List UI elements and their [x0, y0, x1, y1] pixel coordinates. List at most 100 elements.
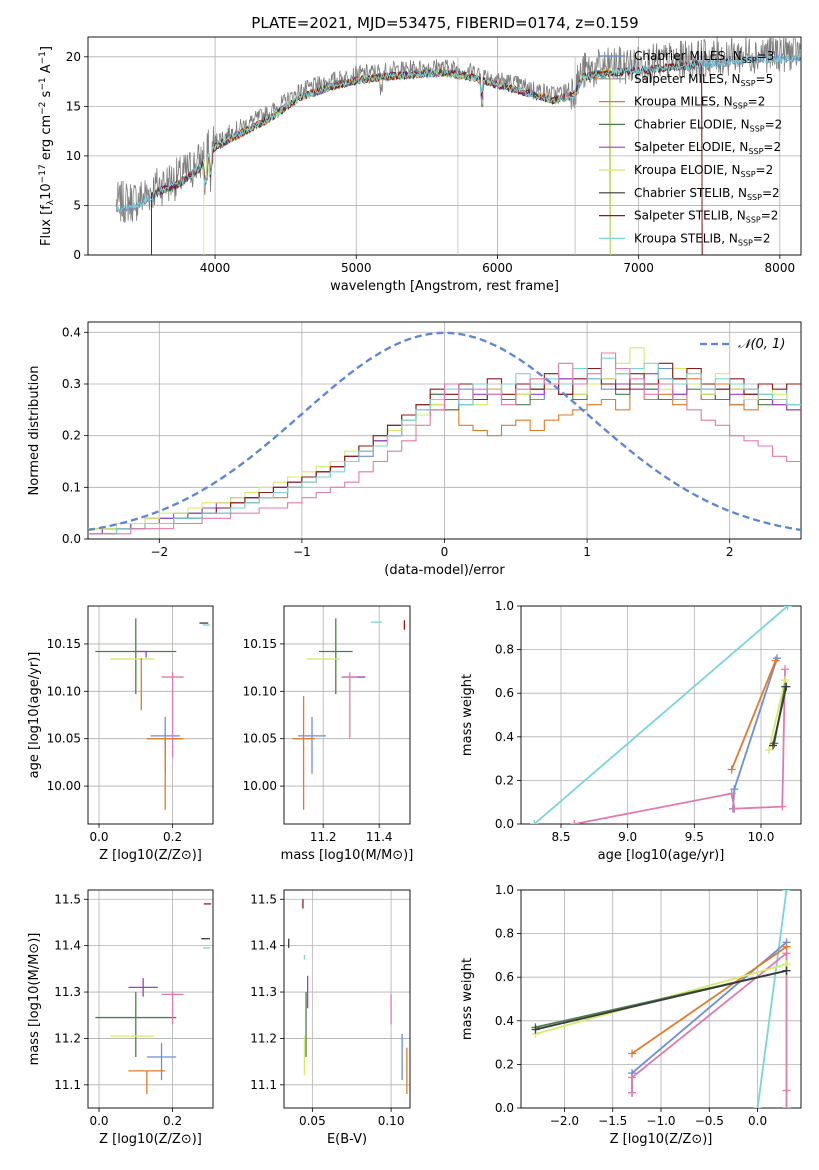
- weight-point-marker: [727, 765, 736, 774]
- y-axis-label: age [log10(age/yr)]: [27, 652, 42, 779]
- x-tick-label: 9.0: [618, 830, 637, 844]
- y-tick-label: 0.4: [62, 325, 81, 339]
- legend-sub: SSP: [742, 56, 757, 65]
- x-tick-label: 0.2: [163, 830, 182, 844]
- weight-point-marker: [730, 804, 739, 813]
- legend-sub: SSP: [746, 216, 761, 225]
- x-tick-label: 5000: [341, 261, 372, 275]
- y-axis-label-part: erg cm: [39, 115, 54, 164]
- x-axis-label: Z [log10(Z/Z⊙)]: [99, 848, 202, 863]
- x-tick-label: 0: [441, 545, 449, 559]
- y-tick-label: 0.0: [62, 532, 81, 546]
- weight-line: [535, 969, 787, 1031]
- weight-line: [756, 890, 788, 1108]
- weight-line: [631, 945, 788, 1055]
- y-tick-label: 11.4: [54, 939, 81, 953]
- weight-point-marker: [782, 1104, 791, 1108]
- legend-entry: Chabrier STELIB, NSSP=2: [634, 186, 780, 202]
- legend-tail: =2: [748, 95, 766, 109]
- y-tick-label: 1.0: [495, 599, 514, 613]
- point-marker: [137, 650, 147, 658]
- errorbar-point: [95, 618, 177, 695]
- x-tick-label: 11.2: [310, 830, 337, 844]
- legend-sub: SSP: [750, 124, 765, 133]
- axes-frame: [87, 605, 214, 825]
- weight-line: [732, 658, 778, 809]
- weight-series: [727, 656, 780, 774]
- x-tick-label: 8.5: [551, 830, 570, 844]
- legend-tail: =2: [761, 209, 779, 223]
- grid: [88, 606, 213, 824]
- y-tick-label: 0.8: [495, 643, 514, 657]
- panel-residuals: −2 −1 0 1 2 0.0 0.1 0.2 0.3 0.4 (data-model)/error…: [27, 321, 802, 578]
- weight-point-marker: [727, 789, 736, 798]
- x-axis-label: (data-model)/error: [384, 563, 505, 578]
- weight-point-marker: [628, 1073, 637, 1082]
- y-tick-label: 11.4: [250, 939, 277, 953]
- weight-point-marker: [531, 1025, 540, 1034]
- normal-distribution-curve: [88, 331, 801, 532]
- legend-entry: 𝒩(0, 1): [738, 337, 785, 352]
- y-tick-label: 10: [66, 149, 81, 163]
- legend-label: Salpeter STELIB, N: [634, 209, 746, 223]
- y-tick-label: 0.2: [495, 773, 514, 787]
- y-tick-label: 10.10: [47, 684, 81, 698]
- legend-label: Salpeter MILES, N: [634, 72, 741, 86]
- panel-mass_vs_Z: 0.0 0.2 11.1 11.2 11.3 11.4 11.5 Z [log10(Z/Z⊙)…: [27, 889, 214, 1147]
- legend-label: Kroupa ELODIE, N: [634, 163, 741, 177]
- x-tick-label: −1.5: [598, 1114, 627, 1128]
- errorbar-point: [161, 992, 184, 1025]
- x-tick-label: −0.5: [695, 1114, 724, 1128]
- legend-label: Kroupa STELIB, N: [634, 231, 738, 245]
- errorbar-point: [319, 618, 353, 695]
- x-axis-label: E(B-V): [327, 1132, 367, 1147]
- weight-point-marker: [628, 1049, 637, 1058]
- axes-frame: [87, 321, 802, 540]
- legend-sub: SSP: [738, 238, 753, 247]
- y-tick-label: 11.3: [54, 985, 81, 999]
- y-tick-label: 0.8: [495, 927, 514, 941]
- y-tick-label: 10.00: [47, 779, 81, 793]
- axes-frame: [283, 605, 411, 825]
- legend-sub: SSP: [733, 102, 748, 111]
- weight-line: [768, 679, 786, 751]
- y-axis-label: mass weight: [460, 674, 475, 756]
- y-tick-label: 10.05: [47, 732, 81, 746]
- x-axis-label: wavelength [Angstrom, rest frame]: [330, 279, 559, 294]
- weight-point-marker: [570, 820, 579, 824]
- errorbar-point: [341, 672, 359, 739]
- y-tick-label: 10.15: [47, 637, 81, 651]
- y-tick-label: 0.0: [495, 817, 514, 831]
- weight-point-marker: [628, 1088, 637, 1097]
- weight-point-marker: [765, 745, 773, 754]
- y-tick-label: 0.0: [495, 1101, 514, 1115]
- plot-area: [530, 606, 792, 824]
- y-tick-label: 10.00: [243, 779, 277, 793]
- weight-point-marker: [783, 606, 792, 610]
- y-axis-label-part: 10: [39, 183, 54, 200]
- x-axis-label: Z [log10(Z/Z⊙)]: [610, 1132, 713, 1147]
- y-tick-label: 1.0: [495, 883, 514, 897]
- weight-series: [531, 966, 791, 1034]
- legend-sub: SSP: [741, 79, 756, 88]
- weight-point-marker: [782, 682, 791, 691]
- legend-tail: =2: [762, 186, 780, 200]
- legend-tail: =2: [765, 117, 783, 131]
- y-tick-label: 11.2: [250, 1031, 277, 1045]
- weight-point-marker: [782, 966, 791, 975]
- legend-entry: Salpeter MILES, NSSP=5: [634, 72, 773, 88]
- residual-legend: 𝒩(0, 1): [700, 337, 785, 352]
- errorbar-point: [298, 716, 326, 774]
- weight-point-marker: [753, 1104, 762, 1108]
- legend-label: Salpeter ELODIE, N: [634, 140, 748, 154]
- legend-sub: SSP: [747, 193, 762, 202]
- y-tick-label: 0.6: [495, 686, 514, 700]
- plot-area: [292, 618, 406, 810]
- y-tick-label: 11.5: [54, 892, 81, 906]
- legend-entry: Chabrier ELODIE, NSSP=2: [634, 117, 782, 133]
- panel-age_vs_mass: 11.2 11.4 10.00 10.05 10.10 10.15 mass [log10(…: [243, 605, 413, 863]
- y-tick-label: 11.1: [54, 1078, 81, 1092]
- errorbar-point: [146, 738, 184, 810]
